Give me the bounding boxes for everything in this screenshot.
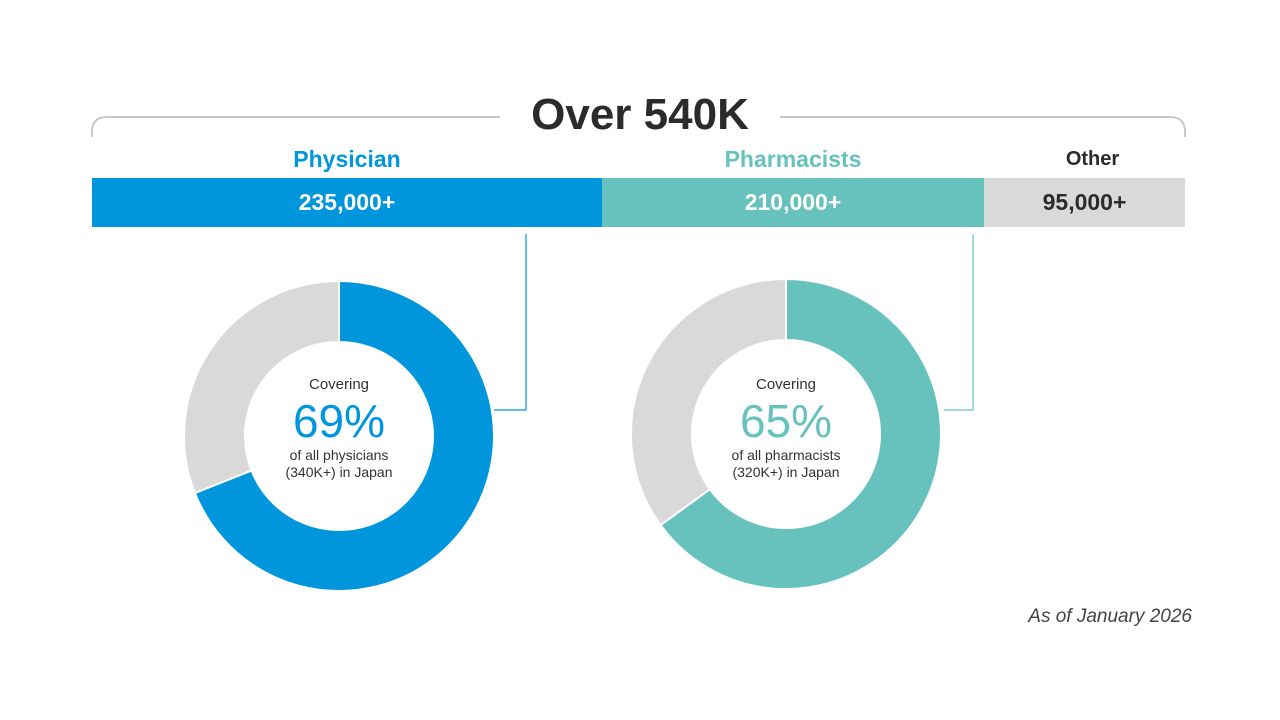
category-label-pharmacists: Pharmacists xyxy=(724,146,862,172)
physician-donut-coverage-segment xyxy=(193,279,495,592)
pharmacist-coverage-line2: (320K+) in Japan xyxy=(732,464,840,480)
bar-value-physician: 235,000+ xyxy=(298,189,396,215)
physician-coverage-line1: of all physicians xyxy=(289,447,389,463)
as-of-date-note: As of January 2026 xyxy=(1028,606,1192,627)
category-label-other: Other xyxy=(1065,148,1120,170)
physician-coverage-percent: 69% xyxy=(292,395,386,447)
physician-donut xyxy=(183,279,495,592)
pharmacist-coverage-line1: of all pharmacists xyxy=(731,447,841,463)
bar-segment-physician: 235,000+ xyxy=(92,178,602,227)
physician-donut-remainder xyxy=(183,279,340,495)
category-label-physician: Physician xyxy=(293,146,401,172)
physician-connector xyxy=(494,234,527,411)
pharmacist-donut-center: Covering 65% of all pharmacists (320K+) … xyxy=(686,376,886,481)
physician-covering-label: Covering xyxy=(308,376,370,393)
pharmacist-connector xyxy=(944,234,974,411)
pharmacist-donut xyxy=(630,277,942,590)
bar-value-other: 95,000+ xyxy=(1042,189,1127,215)
bar-value-pharmacists: 210,000+ xyxy=(744,189,842,215)
bar-segment-other: 95,000+ xyxy=(984,178,1185,227)
pharmacist-donut-coverage-segment xyxy=(659,277,942,590)
pharmacist-covering-label: Covering xyxy=(755,376,817,393)
physician-coverage-line2: (340K+) in Japan xyxy=(285,464,393,480)
pharmacist-donut-remainder xyxy=(630,277,787,527)
bar-segment-pharmacists: 210,000+ xyxy=(602,178,984,227)
total-title: Over 540K xyxy=(500,88,780,142)
physician-donut-center: Covering 69% of all physicians (340K+) i… xyxy=(239,376,439,481)
pharmacist-coverage-percent: 65% xyxy=(739,395,833,447)
